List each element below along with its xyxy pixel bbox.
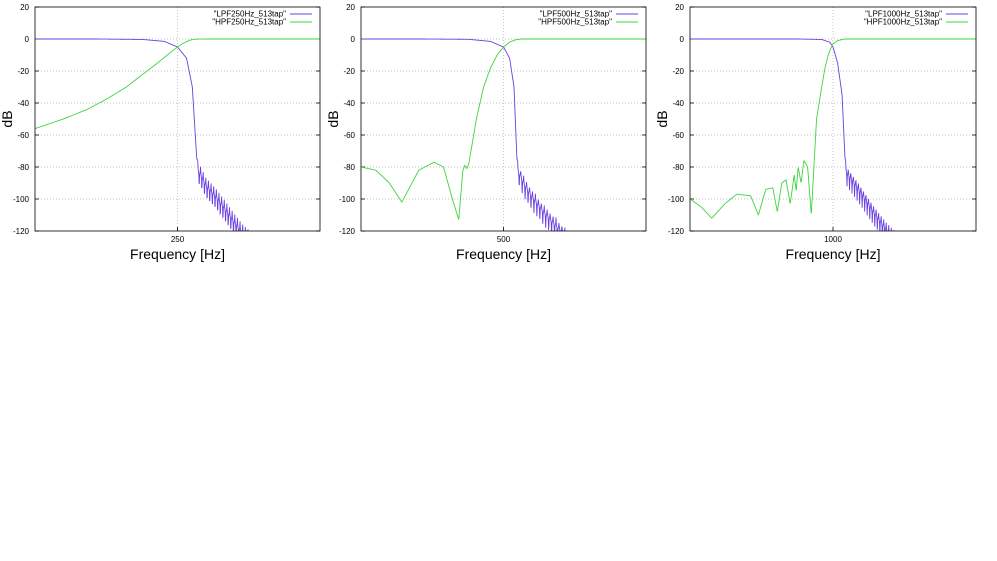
x-axis-title: Frequency [Hz]	[786, 246, 881, 262]
series-line-hpf	[361, 38, 646, 220]
series-line-hpf	[35, 38, 320, 130]
chart-panel-3: 20 0 -20 -40 -60 -80 -100 -120 1000 "LPF1000Hz_51…	[654, 3, 977, 262]
plot-area	[361, 38, 646, 231]
legend-label: "HPF500Hz_513tap"	[538, 18, 612, 27]
series-line-lpf	[35, 38, 251, 231]
y-tick-label: -20	[343, 67, 355, 76]
y-tick-label: -100	[339, 195, 356, 204]
x-tick-label: 1000	[824, 235, 842, 244]
plot-frame	[34, 6, 321, 232]
y-axis-title: dB	[325, 110, 341, 127]
y-tick-label: 20	[346, 3, 355, 12]
chart-panel-1: 20 0 -20 -40 -60 -80 -100 -120 250 "LPF250Hz_513t…	[0, 3, 321, 262]
plot-frame	[689, 6, 977, 232]
x-axis-title: Frequency [Hz]	[456, 246, 551, 262]
plot-area	[690, 38, 976, 231]
y-axis-title: dB	[654, 110, 670, 127]
y-tick-label: -100	[13, 195, 30, 204]
y-tick-label: 20	[20, 3, 29, 12]
y-tick-label: -120	[668, 227, 685, 236]
legend-label: "LPF250Hz_513tap"	[214, 10, 287, 19]
plot-frame	[360, 6, 647, 232]
y-tick-label: -120	[13, 227, 30, 236]
y-tick-label: 0	[680, 35, 685, 44]
y-tick-label: -120	[339, 227, 356, 236]
chart-panel-2: 20 0 -20 -40 -60 -80 -100 -120 500 "LPF500Hz_513t…	[325, 3, 647, 262]
series-line-lpf	[361, 38, 577, 231]
y-tick-label: -40	[343, 99, 355, 108]
y-tick-label: -80	[343, 163, 355, 172]
legend-label: "LPF500Hz_513tap"	[540, 10, 613, 19]
plot-area	[35, 38, 320, 231]
y-tick-label: 0	[351, 35, 356, 44]
y-tick-label: 20	[675, 3, 684, 12]
y-tick-label: -20	[17, 67, 29, 76]
y-tick-label: -100	[668, 195, 685, 204]
y-tick-label: -80	[17, 163, 29, 172]
legend-label: "LPF1000Hz_513tap"	[865, 10, 942, 19]
y-axis-title: dB	[0, 110, 15, 127]
y-tick-label: -60	[672, 131, 684, 140]
y-tick-label: -20	[672, 67, 684, 76]
series-line-hpf	[690, 38, 976, 219]
y-tick-label: -40	[672, 99, 684, 108]
series-line-lpf	[690, 38, 897, 231]
x-axis-title: Frequency [Hz]	[130, 246, 225, 262]
y-tick-label: -60	[343, 131, 355, 140]
y-tick-label: -40	[17, 99, 29, 108]
y-tick-label: -80	[672, 163, 684, 172]
x-tick-label: 250	[171, 235, 185, 244]
y-tick-label: -60	[17, 131, 29, 140]
x-tick-label: 500	[497, 235, 511, 244]
legend-label: "HPF250Hz_513tap"	[212, 18, 286, 27]
legend-label: "HPF1000Hz_513tap"	[864, 18, 942, 27]
y-tick-label: 0	[25, 35, 30, 44]
